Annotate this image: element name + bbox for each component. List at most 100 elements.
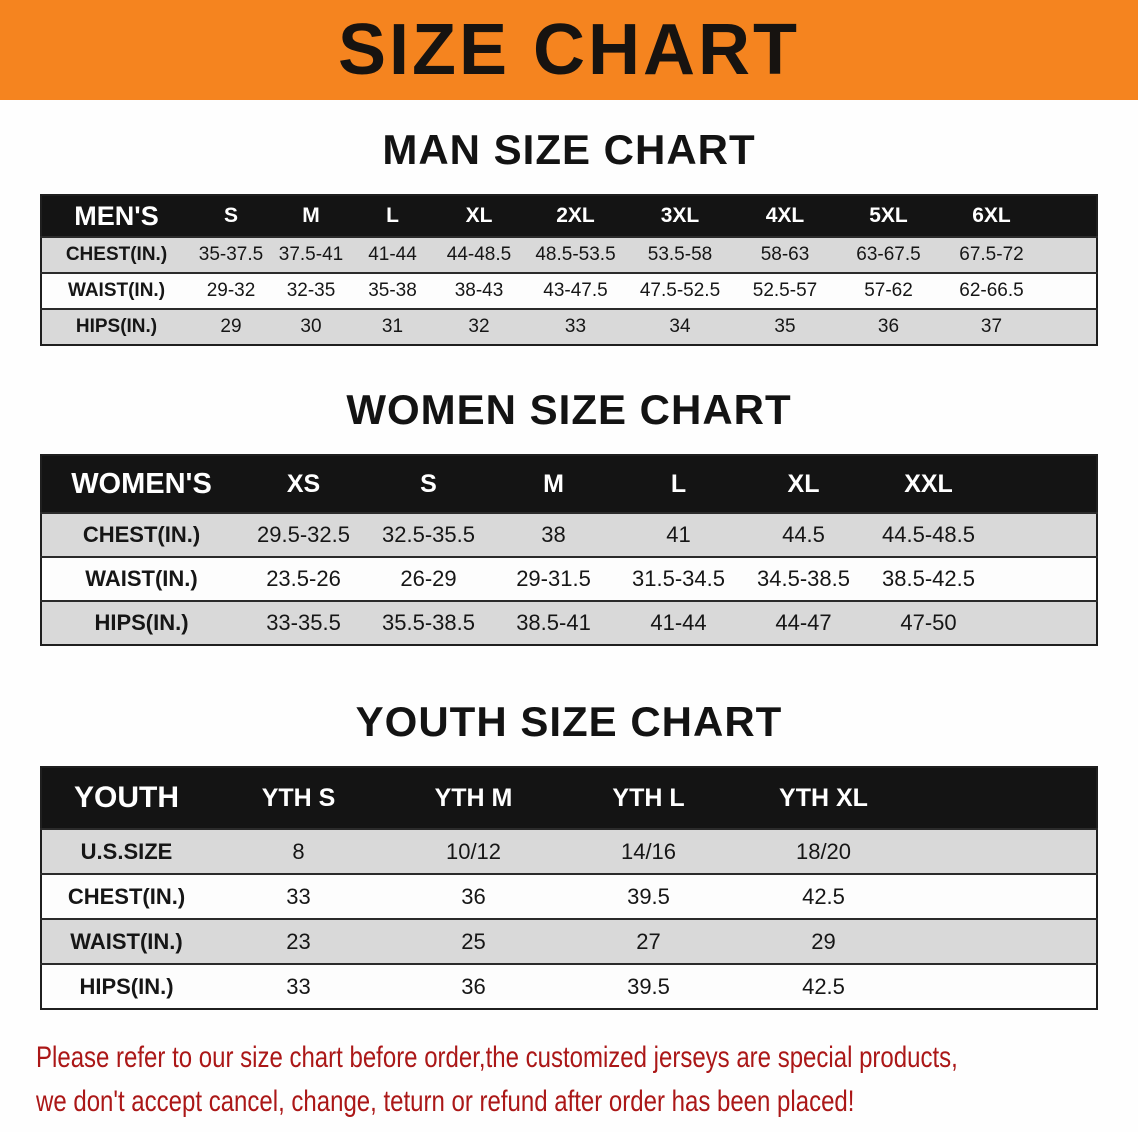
table-row: CHEST(IN.) 33 36 39.5 42.5 xyxy=(41,874,1097,919)
size-cell: 44.5-48.5 xyxy=(882,522,975,547)
spacer-cell xyxy=(991,513,1097,557)
size-chart-banner: SIZE CHART xyxy=(0,0,1138,100)
size-cell: 23.5-26 xyxy=(266,566,341,591)
table-row: CHEST(IN.) 35-37.5 37.5-41 41-44 44-48.5… xyxy=(41,237,1097,273)
spacer-cell xyxy=(911,767,1097,829)
size-cell: 33 xyxy=(564,316,587,337)
table-row: HIPS(IN.) 29 30 31 32 33 34 35 36 37 xyxy=(41,309,1097,345)
spacer-cell xyxy=(1043,273,1097,309)
size-cell: 34.5-38.5 xyxy=(757,566,850,591)
table-row: HIPS(IN.) 33 36 39.5 42.5 xyxy=(41,964,1097,1009)
size-cell: 62-66.5 xyxy=(959,280,1024,301)
spacer-cell xyxy=(1043,237,1097,273)
size-cell: 26-29 xyxy=(400,566,457,591)
size-cell: 14/16 xyxy=(620,838,677,864)
row-label: WAIST(IN.) xyxy=(67,280,166,301)
size-cell: 35 xyxy=(774,316,796,337)
size-cell: 30 xyxy=(300,316,322,337)
table-row: U.S.SIZE 8 10/12 14/16 18/20 xyxy=(41,829,1097,874)
table-header-row: WOMEN'S XS S M L XL XXL xyxy=(41,455,1097,513)
size-cell: 38 xyxy=(541,522,566,547)
spacer-cell xyxy=(911,964,1097,1009)
size-cell: 31 xyxy=(381,316,404,337)
table-corner-label: MEN'S xyxy=(74,200,159,231)
mens-size-table: MEN'S S M L XL 2XL 3XL 4XL 5XL 6XL CHEST… xyxy=(40,194,1098,346)
column-header: L xyxy=(670,469,687,498)
table-corner-label: YOUTH xyxy=(74,781,179,814)
size-cell: 29-31.5 xyxy=(516,566,591,591)
size-cell: 58-63 xyxy=(760,244,810,265)
size-cell: 67.5-72 xyxy=(959,244,1024,265)
size-cell: 37 xyxy=(980,316,1003,337)
column-header: 2XL xyxy=(556,204,595,227)
size-cell: 42.5 xyxy=(802,883,845,909)
size-cell: 33 xyxy=(286,973,311,999)
spacer-cell xyxy=(911,919,1097,964)
table-header-row: MEN'S S M L XL 2XL 3XL 4XL 5XL 6XL xyxy=(41,195,1097,237)
size-cell: 39.5 xyxy=(627,973,670,999)
size-cell: 29 xyxy=(220,316,242,337)
size-cell: 44.5 xyxy=(782,522,825,547)
women-section-heading: WOMEN SIZE CHART xyxy=(346,386,792,433)
banner-title: SIZE CHART xyxy=(338,10,800,90)
size-cell: 35.5-38.5 xyxy=(382,610,475,635)
size-cell: 25 xyxy=(461,928,486,954)
column-header: M xyxy=(543,469,564,498)
size-cell: 27 xyxy=(636,928,661,954)
spacer-cell xyxy=(1043,309,1097,345)
size-cell: 43-47.5 xyxy=(543,280,608,301)
size-cell: 41 xyxy=(666,522,691,547)
size-cell: 38.5-41 xyxy=(516,610,591,635)
notice-line-1: Please refer to our size chart before or… xyxy=(36,1041,958,1074)
size-cell: 44-48.5 xyxy=(446,244,512,265)
spacer-cell xyxy=(991,455,1097,513)
table-row: WAIST(IN.) 29-32 32-35 35-38 38-43 43-47… xyxy=(41,273,1097,309)
column-header: 5XL xyxy=(869,204,908,227)
row-label: WAIST(IN.) xyxy=(70,928,183,954)
row-label: WAIST(IN.) xyxy=(85,566,198,591)
table-row: CHEST(IN.) 29.5-32.5 32.5-35.5 38 41 44.… xyxy=(41,513,1097,557)
size-cell: 33-35.5 xyxy=(266,610,341,635)
size-cell: 35-37.5 xyxy=(198,244,264,265)
womens-size-table: WOMEN'S XS S M L XL XXL CHEST(IN.) 29.5-… xyxy=(40,454,1098,646)
row-label: U.S.SIZE xyxy=(80,838,173,864)
size-cell: 44-47 xyxy=(775,610,832,635)
size-cell: 31.5-34.5 xyxy=(632,566,725,591)
column-header: XL xyxy=(787,469,820,498)
column-header: YTH M xyxy=(434,783,513,812)
size-cell: 32-35 xyxy=(286,280,336,301)
size-cell: 63-67.5 xyxy=(856,244,921,265)
size-cell: 33 xyxy=(286,883,311,909)
spacer-cell xyxy=(911,829,1097,874)
row-label: HIPS(IN.) xyxy=(75,316,158,337)
column-header: S xyxy=(420,469,437,498)
spacer-cell xyxy=(1043,195,1097,237)
size-cell: 53.5-58 xyxy=(647,244,713,265)
size-cell: 36 xyxy=(877,316,900,337)
size-cell: 29 xyxy=(811,928,836,954)
table-header-row: YOUTH YTH S YTH M YTH L YTH XL xyxy=(41,767,1097,829)
column-header: 3XL xyxy=(660,204,700,227)
size-cell: 57-62 xyxy=(864,280,913,301)
size-cell: 41-44 xyxy=(650,610,707,635)
column-header: YTH L xyxy=(612,783,685,812)
column-header: 4XL xyxy=(765,204,805,227)
row-label: CHEST(IN.) xyxy=(67,883,186,909)
size-cell: 36 xyxy=(461,883,486,909)
size-cell: 32 xyxy=(468,316,490,337)
spacer-cell xyxy=(991,601,1097,645)
table-row: WAIST(IN.) 23 25 27 29 xyxy=(41,919,1097,964)
size-cell: 48.5-53.5 xyxy=(535,244,616,265)
size-cell: 37.5-41 xyxy=(278,244,344,265)
size-cell: 10/12 xyxy=(445,838,502,864)
size-cell: 41-44 xyxy=(368,244,417,265)
size-cell: 32.5-35.5 xyxy=(382,522,475,547)
column-header: YTH XL xyxy=(779,783,868,812)
column-header: M xyxy=(302,204,320,227)
spacer-cell xyxy=(911,874,1097,919)
size-cell: 52.5-57 xyxy=(752,280,818,301)
size-cell: 47-50 xyxy=(900,610,957,635)
column-header: 6XL xyxy=(972,204,1011,227)
size-cell: 39.5 xyxy=(627,883,670,909)
size-cell: 23 xyxy=(286,928,311,954)
